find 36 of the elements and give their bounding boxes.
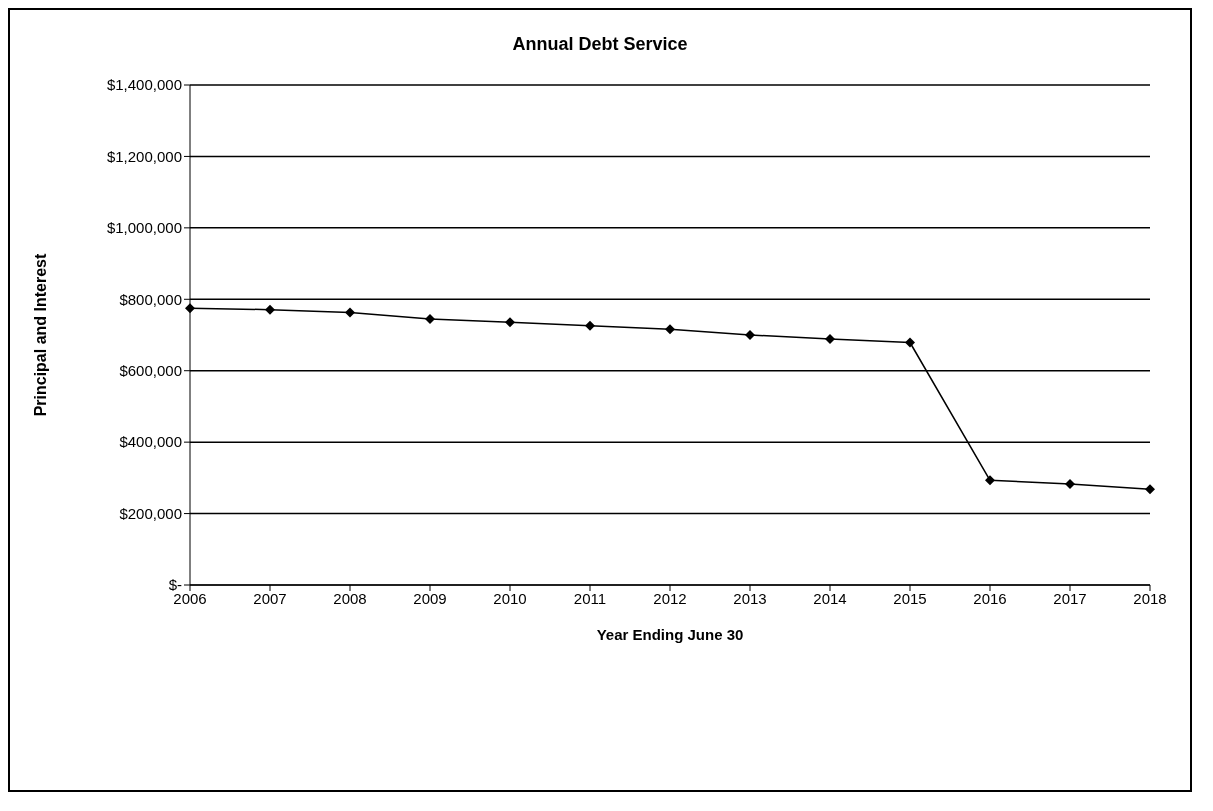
point — [825, 333, 835, 344]
y-tick-label: $1,400,000 — [106, 76, 182, 94]
x-tick-label: 2012 — [653, 589, 687, 607]
x-tick-label: 2017 — [1053, 589, 1087, 607]
y-tick-label: $400,000 — [119, 433, 182, 451]
x-axis-title: Year Ending June 30 — [596, 626, 744, 643]
point — [905, 337, 915, 348]
point — [985, 475, 995, 486]
chart-title: Annual Debt Service — [511, 34, 689, 55]
point — [265, 304, 275, 315]
y-tick-label: $- — [168, 576, 182, 594]
point — [425, 313, 435, 324]
y-tick-label: $1,000,000 — [106, 219, 182, 237]
point — [665, 324, 675, 335]
x-tick-label: 2009 — [413, 589, 447, 607]
x-tick-label: 2015 — [893, 589, 927, 607]
y-tick-label: $1,200,000 — [106, 147, 182, 165]
point — [185, 303, 195, 314]
x-tick-label: 2016 — [973, 589, 1007, 607]
y-tick-label: $600,000 — [119, 362, 182, 380]
point — [585, 320, 595, 331]
y-tick-label: $200,000 — [119, 504, 182, 522]
y-tick-label: $800,000 — [119, 290, 182, 308]
point — [505, 317, 515, 328]
y-axis-title: Principal and Interest — [31, 252, 49, 417]
point — [745, 330, 755, 340]
point — [1145, 484, 1155, 495]
point — [1065, 478, 1075, 489]
x-tick-label: 2011 — [573, 589, 607, 607]
x-tick-label: 2010 — [493, 589, 527, 607]
x-tick-label: 2018 — [1133, 589, 1167, 607]
x-tick-label: 2008 — [333, 589, 367, 607]
point — [345, 307, 355, 318]
x-tick-label: 2007 — [253, 589, 287, 607]
x-tick-label: 2013 — [733, 589, 767, 607]
x-tick-label: 2014 — [813, 589, 847, 607]
